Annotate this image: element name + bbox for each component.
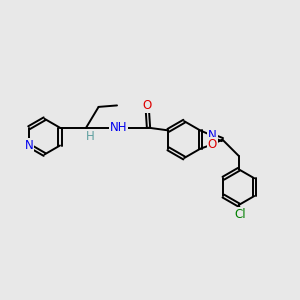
Text: NH: NH (110, 121, 128, 134)
Text: N: N (25, 139, 33, 152)
Text: N: N (208, 129, 217, 142)
Text: O: O (142, 99, 152, 112)
Text: O: O (208, 138, 217, 151)
Text: Cl: Cl (235, 208, 246, 221)
Text: H: H (85, 130, 94, 142)
